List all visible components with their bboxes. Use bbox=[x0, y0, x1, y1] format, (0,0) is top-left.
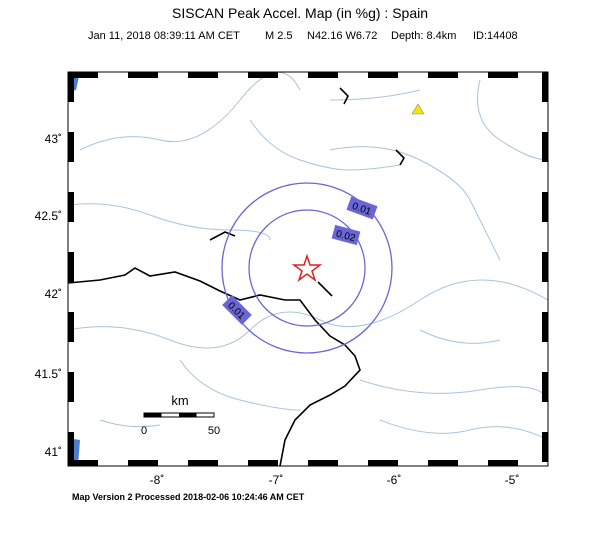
lon-labels: -8˚ -7˚ -6˚ -5˚ bbox=[150, 473, 520, 487]
lon-label: -6˚ bbox=[387, 473, 402, 487]
lat-label: 42˚ bbox=[45, 287, 62, 301]
title: SISCAN Peak Accel. Map (in %g) : Spain bbox=[172, 5, 428, 21]
frame bbox=[67, 71, 549, 467]
epicenter bbox=[291, 253, 323, 283]
rivers bbox=[67, 71, 549, 441]
map: 0.01 0.02 0.01 km 0 50 bbox=[67, 71, 549, 467]
contour-label: 0.02 bbox=[335, 229, 357, 245]
station bbox=[411, 103, 425, 115]
footer: Map Version 2 Processed 2018-02-06 10:24… bbox=[72, 492, 305, 502]
subtitle-location: N42.16 W6.72 bbox=[307, 30, 377, 42]
scale-end: 50 bbox=[208, 425, 220, 437]
lon-label: -8˚ bbox=[150, 473, 165, 487]
scale-bar: km 0 50 bbox=[141, 393, 220, 437]
contour-labels: 0.01 0.02 0.01 bbox=[222, 196, 378, 325]
lake bbox=[317, 281, 333, 297]
lat-label: 43˚ bbox=[45, 132, 62, 146]
subtitle-id: ID:14408 bbox=[473, 30, 518, 42]
subtitle-date: Jan 11, 2018 08:39:11 AM CET bbox=[88, 30, 240, 42]
lake bbox=[395, 149, 405, 166]
country-border bbox=[67, 267, 361, 467]
contour bbox=[248, 209, 366, 327]
lat-label: 41˚ bbox=[45, 445, 62, 459]
scale-unit: km bbox=[171, 393, 188, 408]
subtitle-magnitude: M 2.5 bbox=[265, 30, 293, 42]
subtitle-depth: Depth: 8.4km bbox=[391, 30, 456, 42]
lon-label: -5˚ bbox=[505, 473, 520, 487]
contour bbox=[221, 182, 393, 354]
lake bbox=[209, 231, 236, 241]
lat-label: 41.5˚ bbox=[35, 367, 62, 381]
lat-label: 42.5˚ bbox=[35, 209, 62, 223]
lat-labels: 43˚ 42.5˚ 42˚ 41.5˚ 41˚ bbox=[35, 132, 62, 459]
lake bbox=[339, 87, 349, 105]
lon-label: -7˚ bbox=[269, 473, 284, 487]
subtitle: Jan 11, 2018 08:39:11 AM CET M 2.5 N42.1… bbox=[88, 30, 518, 42]
scale-start: 0 bbox=[141, 425, 147, 437]
